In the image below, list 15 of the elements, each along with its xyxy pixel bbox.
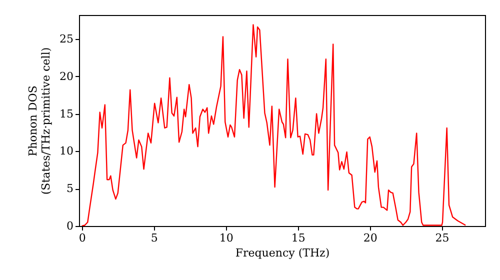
y-tick-label: 5	[66, 182, 74, 196]
y-tick-label: 25	[60, 32, 74, 46]
y-tick-label: 10	[60, 144, 74, 158]
y-tick-label: 20	[60, 70, 74, 83]
y-axis-title: Phonon DOS (States/THz·primitive cell)	[26, 47, 53, 195]
y-tick-label: 15	[60, 107, 74, 120]
y-tick-label: 0	[66, 220, 74, 232]
x-tick-label: 25	[435, 232, 450, 244]
x-tick-label: 15	[291, 232, 306, 244]
x-tick-label: 20	[363, 232, 378, 244]
line-series	[81, 24, 466, 226]
x-tick-label: 5	[150, 232, 158, 244]
x-tick-label: 0	[78, 232, 86, 244]
x-tick-label: 10	[219, 232, 234, 244]
x-axis-title: Frequency (THz)	[235, 246, 330, 260]
